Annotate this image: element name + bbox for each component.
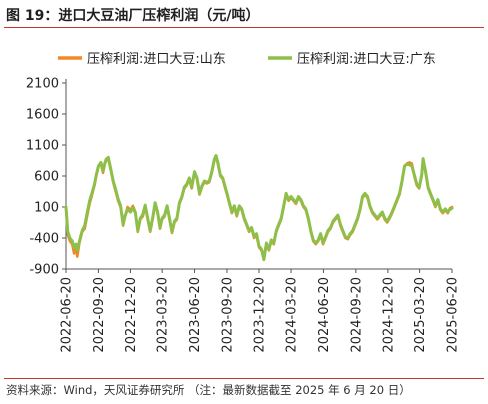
y-tick-label: 100 bbox=[34, 201, 59, 216]
y-tick-label: -400 bbox=[29, 232, 59, 247]
x-tick-label: 2024-12-20 bbox=[381, 277, 396, 353]
x-tick-label: 2024-06-20 bbox=[317, 277, 332, 353]
x-tick-label: 2025-03-20 bbox=[413, 277, 428, 353]
title-divider bbox=[4, 27, 484, 28]
series-line-guangdong bbox=[64, 154, 454, 262]
x-tick-label: 2024-03-20 bbox=[285, 277, 300, 353]
y-tick-label: 2100 bbox=[26, 77, 59, 92]
x-tick-label: 2022-12-20 bbox=[124, 277, 139, 353]
source-note: 资料来源：Wind，天风证券研究所 （注：最新数据截至 2025 年 6 月 2… bbox=[6, 383, 411, 397]
y-tick-label: 600 bbox=[34, 170, 59, 185]
x-tick-label: 2023-09-20 bbox=[220, 277, 235, 353]
x-tick-label: 2022-09-20 bbox=[92, 277, 107, 353]
y-tick-label: -900 bbox=[29, 263, 59, 278]
plot-area bbox=[64, 154, 454, 262]
y-tick-label: 1100 bbox=[26, 139, 59, 154]
legend-label-shandong: 压榨利润:进口大豆:山东 bbox=[87, 51, 226, 67]
y-tick-label: 1600 bbox=[26, 108, 59, 123]
x-tick-label: 2024-09-20 bbox=[349, 277, 364, 353]
x-tick-label: 2022-06-20 bbox=[60, 277, 75, 353]
x-tick-label: 2023-12-20 bbox=[253, 277, 268, 353]
legend-label-guangdong: 压榨利润:进口大豆:广东 bbox=[297, 51, 436, 67]
y-axis: 2100 1600 1100 600 100 -400 -900 bbox=[26, 77, 67, 278]
figure-title: 图 19：进口大豆油厂压榨利润（元/吨） bbox=[6, 8, 260, 24]
x-tick-label: 2025-06-20 bbox=[446, 277, 461, 353]
x-axis: 2022-06-20 2022-09-20 2022-12-20 2023-03-20… bbox=[60, 268, 461, 353]
legend: 压榨利润:进口大豆:山东 压榨利润:进口大豆:广东 bbox=[58, 51, 436, 67]
x-tick-label: 2023-03-20 bbox=[156, 277, 171, 353]
x-tick-label: 2023-06-20 bbox=[188, 277, 203, 353]
footer-divider bbox=[4, 378, 484, 379]
